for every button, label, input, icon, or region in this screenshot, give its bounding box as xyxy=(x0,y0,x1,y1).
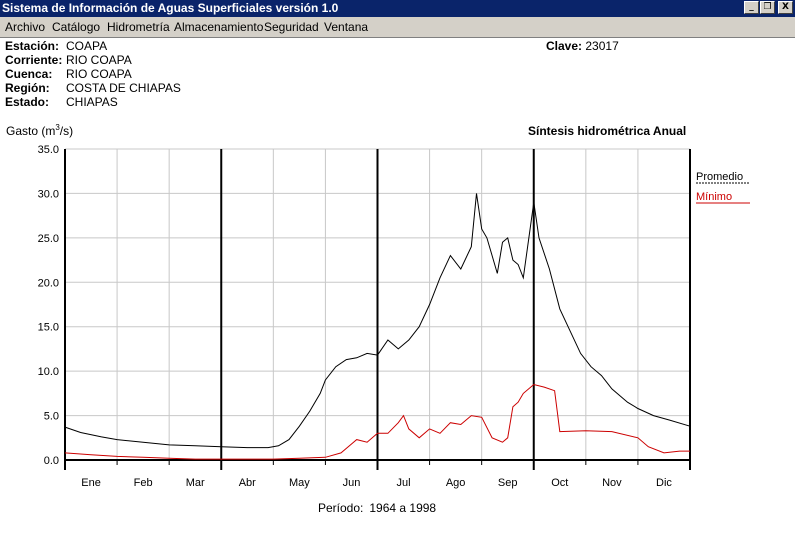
x-tick-label: May xyxy=(289,477,310,489)
clave-label: Clave: xyxy=(546,39,583,53)
y-tick-label: 10.0 xyxy=(38,366,59,378)
menu-archivo[interactable]: Archivo xyxy=(5,20,46,34)
window-title: Sistema de Información de Aguas Superfic… xyxy=(2,1,339,15)
periodo: Período: 1964 a 1998 xyxy=(318,501,436,515)
x-tick-label: Nov xyxy=(602,477,622,489)
close-button[interactable]: X xyxy=(778,1,793,14)
x-tick-label: Ago xyxy=(446,477,466,489)
value-estacion: COAPA xyxy=(66,39,108,53)
x-tick-label: Feb xyxy=(134,477,153,489)
menu-ventana[interactable]: Ventana xyxy=(324,20,369,34)
periodo-value: 1964 a 1998 xyxy=(369,501,437,515)
y-axis-label-sup: 3 xyxy=(55,123,60,132)
menu-bar: Archivo Catálogo Hidrometría Almacenamie… xyxy=(0,17,795,38)
menu-hidrometria[interactable]: Hidrometría xyxy=(107,20,170,34)
label-cuenca: Cuenca: xyxy=(5,67,53,81)
x-tick-label: Abr xyxy=(239,477,256,489)
value-cuenca: RIO COAPA xyxy=(66,67,132,81)
y-tick-label: 0.0 xyxy=(44,455,59,467)
minimize-button[interactable]: _ xyxy=(744,1,759,14)
restore-button[interactable]: ❐ xyxy=(760,1,775,14)
x-tick-label: Jun xyxy=(343,477,361,489)
x-tick-label: Sep xyxy=(498,477,518,489)
periodo-label: Período: xyxy=(318,501,364,515)
x-tick-label: Dic xyxy=(656,477,672,489)
y-tick-label: 25.0 xyxy=(38,233,59,245)
legend-label: Promedio xyxy=(696,171,743,183)
y-tick-label: 5.0 xyxy=(44,411,59,423)
menu-catalogo[interactable]: Catálogo xyxy=(52,20,101,34)
y-tick-label: 35.0 xyxy=(38,144,59,156)
label-estado: Estado: xyxy=(5,95,50,109)
y-axis-label-end: /s) xyxy=(59,124,74,138)
chart-title: Síntesis hidrométrica Anual xyxy=(528,124,687,138)
y-tick-label: 20.0 xyxy=(38,277,59,289)
menu-seguridad[interactable]: Seguridad xyxy=(264,20,319,34)
y-tick-label: 30.0 xyxy=(38,188,59,200)
clave-value: 23017 xyxy=(585,39,619,53)
title-bar: Sistema de Información de Aguas Superfic… xyxy=(0,0,795,17)
series-line-minimo xyxy=(64,383,690,460)
menu-almacenamiento[interactable]: Almacenamiento xyxy=(174,20,264,34)
clave: Clave: 23017 xyxy=(546,39,619,53)
label-estacion: Estación: xyxy=(5,39,60,53)
legend-label: Mínimo xyxy=(696,191,732,203)
label-region: Región: xyxy=(5,81,50,95)
value-corriente: RIO COAPA xyxy=(66,53,132,67)
value-region: COSTA DE CHIAPAS xyxy=(66,81,181,95)
x-tick-label: Ene xyxy=(81,477,101,489)
y-axis-label-main: Gasto (m xyxy=(6,124,56,138)
value-estado: CHIAPAS xyxy=(66,95,118,109)
y-tick-label: 15.0 xyxy=(38,322,59,334)
series-line-promedio xyxy=(64,193,691,449)
x-tick-label: Jul xyxy=(397,477,411,489)
label-corriente: Corriente: xyxy=(5,53,63,67)
y-axis-label: Gasto (m3/s) xyxy=(6,123,73,138)
x-tick-label: Mar xyxy=(186,477,205,489)
x-tick-label: Oct xyxy=(551,477,568,489)
